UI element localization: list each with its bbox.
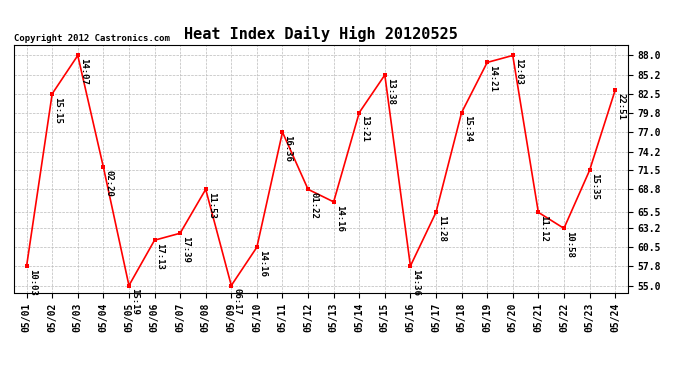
Text: 12:03: 12:03 — [514, 58, 523, 85]
Text: 17:39: 17:39 — [181, 236, 190, 263]
Text: 14:21: 14:21 — [489, 65, 497, 92]
Text: 13:38: 13:38 — [386, 78, 395, 105]
Text: 15:35: 15:35 — [591, 173, 600, 200]
Text: 11:53: 11:53 — [207, 192, 216, 219]
Text: 15:19: 15:19 — [130, 288, 139, 315]
Text: 15:34: 15:34 — [462, 116, 472, 142]
Text: 13:21: 13:21 — [360, 116, 369, 142]
Text: 14:16: 14:16 — [335, 205, 344, 231]
Text: Copyright 2012 Castronics.com: Copyright 2012 Castronics.com — [14, 33, 170, 42]
Text: 17:13: 17:13 — [155, 243, 165, 270]
Text: 11:28: 11:28 — [437, 215, 446, 242]
Text: 16:36: 16:36 — [284, 135, 293, 162]
Text: 14:36: 14:36 — [411, 269, 420, 296]
Text: 14:07: 14:07 — [79, 58, 88, 85]
Text: 15:15: 15:15 — [53, 97, 62, 123]
Text: 11:12: 11:12 — [540, 215, 549, 242]
Text: 06:17: 06:17 — [233, 288, 241, 315]
Title: Heat Index Daily High 20120525: Heat Index Daily High 20120525 — [184, 27, 457, 42]
Text: 01:22: 01:22 — [309, 192, 318, 219]
Text: 10:58: 10:58 — [565, 231, 574, 258]
Text: 10:03: 10:03 — [28, 269, 37, 296]
Text: 14:16: 14:16 — [258, 250, 267, 277]
Text: 02:20: 02:20 — [104, 170, 113, 196]
Text: 22:51: 22:51 — [616, 93, 625, 120]
